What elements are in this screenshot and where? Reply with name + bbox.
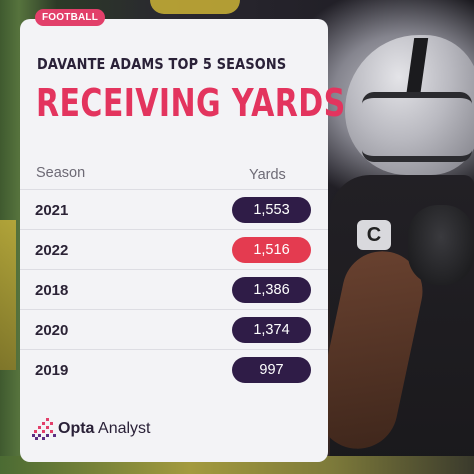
photo-detail — [150, 0, 240, 14]
yards-pill: 997 — [232, 357, 311, 383]
table-row: 2018 1,386 — [20, 270, 328, 310]
table-row: 2019 997 — [20, 350, 328, 390]
season-cell: 2022 — [35, 242, 69, 259]
opta-logo-icon — [32, 418, 56, 440]
yards-pill: 1,374 — [232, 317, 311, 343]
stats-table: Season Yards 2021 1,553 2022 1,516 2018 … — [20, 160, 328, 390]
headline-title: RECEIVING YARDS — [36, 81, 346, 125]
brand-name-strong: Opta — [58, 420, 95, 437]
table-header: Season Yards — [20, 160, 328, 190]
season-cell: 2018 — [35, 282, 69, 299]
table-row: 2022 1,516 — [20, 230, 328, 270]
season-cell: 2021 — [35, 202, 69, 219]
brand-name: Opta Analyst — [58, 420, 150, 438]
yards-pill: 1,553 — [232, 197, 311, 223]
helmet-facemask — [362, 92, 472, 162]
table-row: 2021 1,553 — [20, 190, 328, 230]
photo-detail — [0, 220, 16, 370]
column-header-season: Season — [36, 165, 86, 181]
season-cell: 2019 — [35, 362, 69, 379]
brand-name-rest: Analyst — [94, 420, 151, 437]
table-row: 2020 1,374 — [20, 310, 328, 350]
headline-subtitle: DAVANTE ADAMS TOP 5 SEASONS — [37, 55, 287, 73]
category-tag: FOOTBALL — [35, 9, 106, 26]
captain-badge: C — [357, 220, 391, 250]
season-cell: 2020 — [35, 322, 69, 339]
yards-pill: 1,386 — [232, 277, 311, 303]
yards-pill: 1,516 — [232, 237, 311, 263]
player-glove — [408, 205, 474, 285]
column-header-yards: Yards — [249, 167, 286, 183]
